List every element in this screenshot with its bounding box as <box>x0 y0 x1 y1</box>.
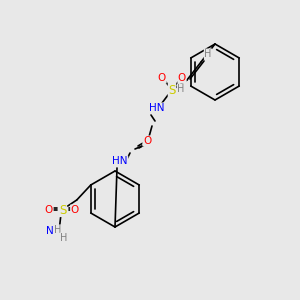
Text: O: O <box>45 205 53 215</box>
Text: O: O <box>158 73 166 83</box>
Text: O: O <box>178 73 186 83</box>
Text: HN: HN <box>149 103 165 113</box>
Text: O: O <box>70 205 79 215</box>
Text: H: H <box>177 84 185 94</box>
Text: S: S <box>59 203 66 217</box>
Text: N: N <box>46 226 54 236</box>
Text: H: H <box>204 49 212 59</box>
Text: H: H <box>60 233 68 243</box>
Text: S: S <box>168 83 176 97</box>
Text: HN: HN <box>112 156 128 166</box>
Text: O: O <box>143 136 151 146</box>
Text: H: H <box>54 225 62 235</box>
